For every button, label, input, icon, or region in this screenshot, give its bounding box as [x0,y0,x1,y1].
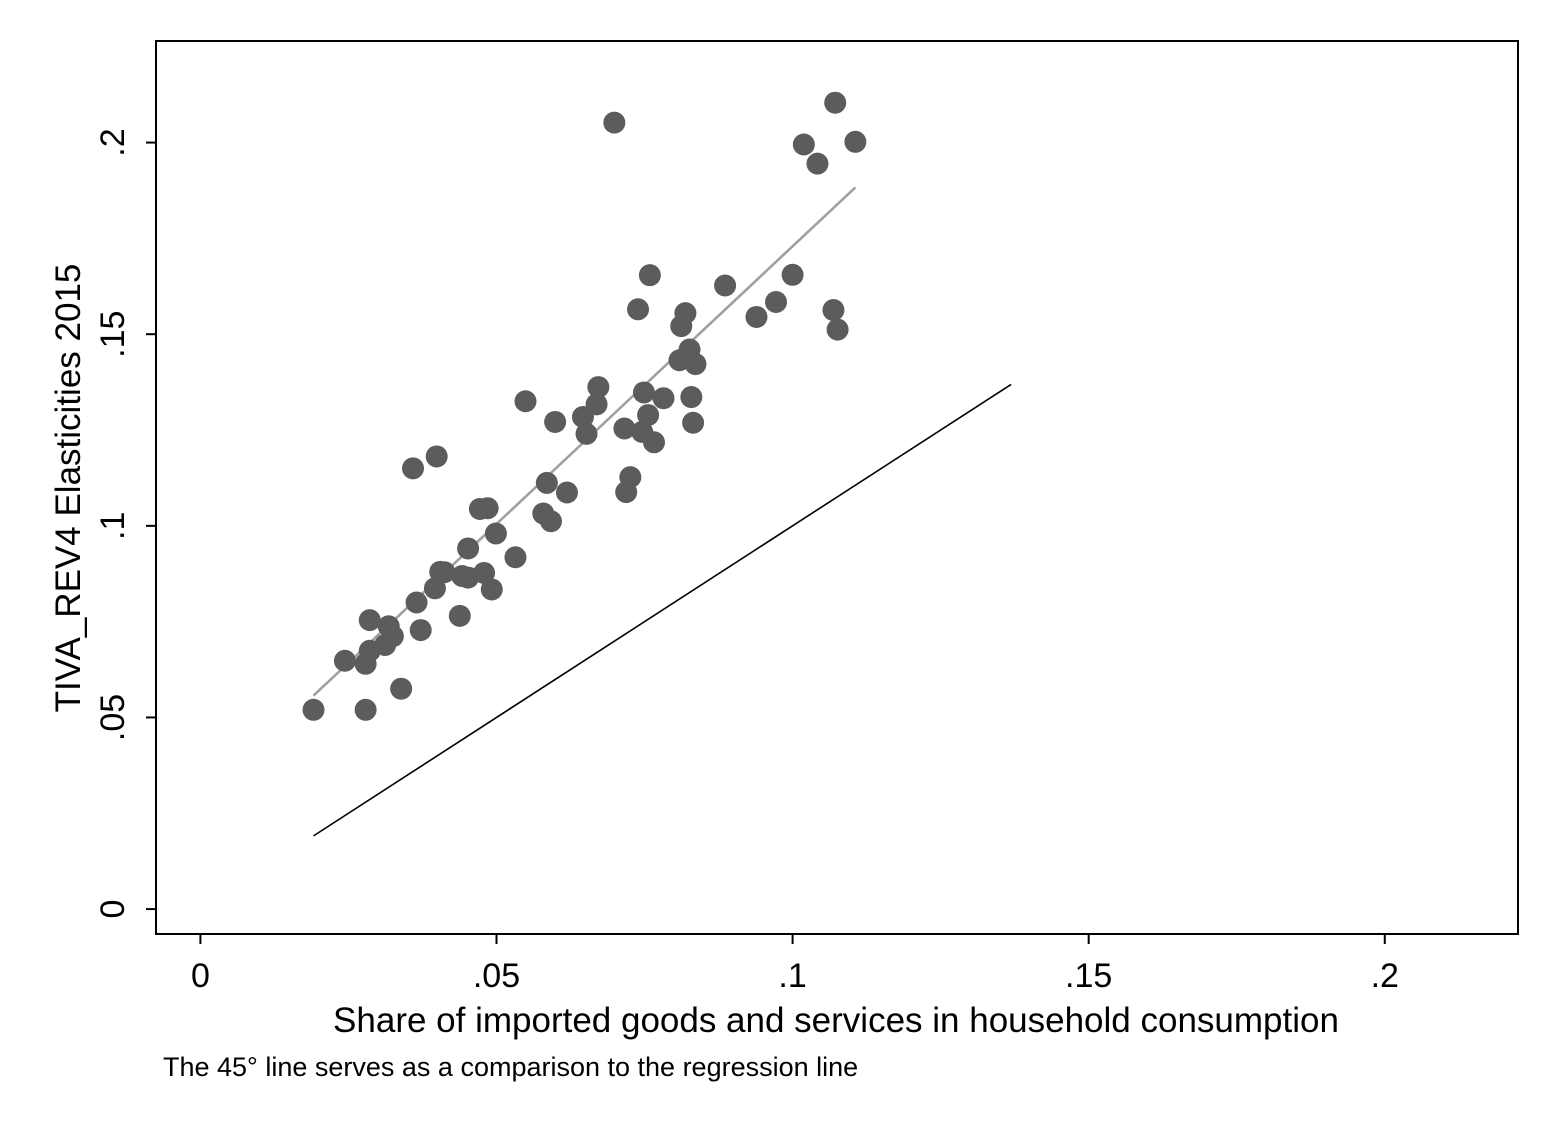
data-point [745,305,768,328]
data-point [792,133,815,156]
data-point [824,91,847,114]
y-tick-label: .2 [94,128,132,156]
data-point [652,387,675,410]
data-point [484,522,507,545]
data-point [643,431,666,454]
data-point [619,466,642,489]
data-point [822,299,845,322]
data-point [473,561,496,584]
data-point [682,411,705,434]
data-point [575,422,598,445]
data-point [806,152,829,175]
data-point [333,649,356,672]
data-point [765,291,788,314]
data-point [555,481,578,504]
reference-45-degree-line [313,383,1012,837]
data-point [585,393,608,416]
y-tick-label: 0 [94,900,132,919]
data-point [402,457,425,480]
data-point [638,264,661,287]
x-tick-label: .2 [1371,957,1399,995]
data-point [680,386,703,409]
x-tick-label: .05 [473,957,520,995]
y-axis: 0 .05 .1 .15 .2 [94,128,156,919]
data-point [433,561,456,584]
data-point [405,591,428,614]
data-point [358,609,381,632]
x-tick-label: 0 [191,957,210,995]
data-point [514,390,537,413]
y-tick-label: .15 [94,311,132,358]
points-layer [302,91,867,721]
data-point [381,625,404,648]
y-tick-label: .05 [94,694,132,741]
data-point [844,130,867,153]
data-point [448,604,471,627]
data-point [627,298,650,321]
data-point [684,353,707,376]
data-point [587,376,610,399]
x-tick-label: .1 [778,957,806,995]
data-point [302,698,325,721]
data-point [632,381,655,404]
data-point [409,619,432,642]
data-point [539,510,562,533]
data-point [714,274,737,297]
y-tick-label: .1 [94,512,132,540]
y-axis-title: TIVA_REV4 Elasticities 2015 [49,264,88,713]
data-point [637,404,660,427]
data-point [826,318,849,341]
data-point [480,578,503,601]
chart-note: The 45° line serves as a comparison to t… [163,1052,859,1082]
data-point [674,302,697,325]
data-point [390,677,413,700]
data-point [457,537,480,560]
x-axis-title: Share of imported goods and services in … [333,1001,1339,1040]
data-point [504,546,527,569]
data-point [544,410,567,433]
data-point [354,698,377,721]
x-tick-label: .15 [1065,957,1112,995]
data-point [476,497,499,520]
data-point [535,471,558,494]
data-point [613,417,636,440]
data-point [781,263,804,286]
x-axis: 0 .05 .1 .15 .2 [191,934,1399,995]
data-point [603,111,626,134]
plot-frame [155,40,1519,935]
data-point [425,445,448,468]
